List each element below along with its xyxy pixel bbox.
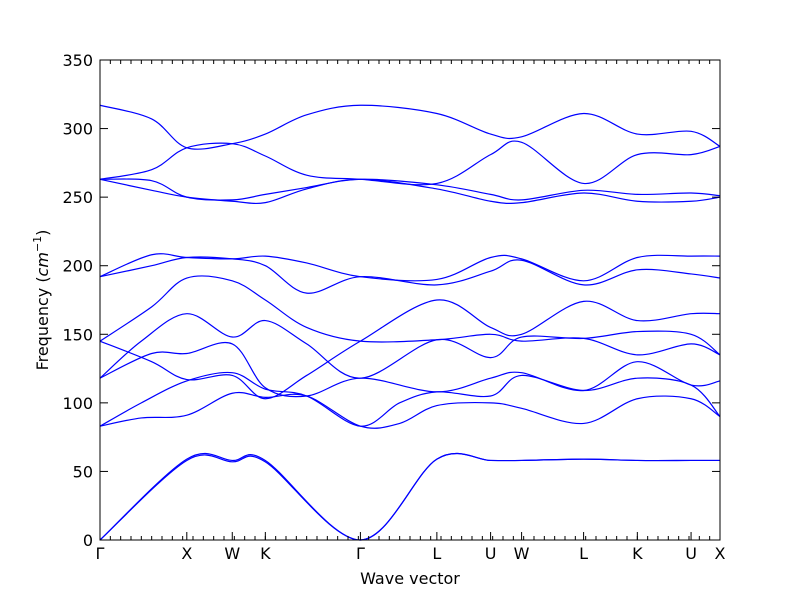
band-line-6 [99, 313, 721, 379]
plot-border [99, 59, 721, 541]
y-axis-label: Frequency (cm−1) [31, 230, 52, 371]
y-tick-label: 350 [62, 51, 93, 70]
band-line-5 [99, 341, 721, 398]
plot-frame [99, 59, 721, 541]
band-line-8 [99, 299, 721, 400]
band-line-9 [99, 256, 721, 294]
band-line-7 [99, 275, 721, 356]
y-tick-label: 250 [62, 188, 93, 207]
x-tick-label: U [485, 544, 497, 563]
x-tick-label: U [685, 544, 697, 563]
x-tick-label: K [632, 544, 643, 563]
y-tick-label: 50 [73, 462, 93, 481]
x-tick-label: L [432, 544, 441, 563]
band-line-4 [99, 371, 721, 427]
x-tick-label: L [579, 544, 588, 563]
y-axis-label-text: Frequency ( [33, 276, 52, 370]
x-tick-label: X [181, 544, 192, 563]
y-tick-label: 150 [62, 325, 93, 344]
x-tick-label: Γ [356, 544, 365, 563]
band-line-12 [99, 178, 721, 201]
y-tick-label: 100 [62, 394, 93, 413]
band-line-1 [99, 453, 720, 541]
y-axis-label-close: ) [33, 230, 52, 236]
x-tick-label: K [260, 544, 271, 563]
y-axis-label-exponent: −1 [31, 236, 44, 252]
x-tick-label: W [514, 544, 530, 563]
x-axis-label: Wave vector [360, 569, 460, 588]
x-tick-label: W [224, 544, 240, 563]
y-tick-label: 0 [83, 531, 93, 550]
svg-text:Frequency (cm−1): Frequency (cm−1) [31, 230, 52, 371]
y-tick-label: 300 [62, 120, 93, 139]
x-tick-label: X [715, 544, 726, 563]
band-line-14 [99, 104, 721, 150]
y-tick-label: 200 [62, 257, 93, 276]
y-axis-label-unit: cm [33, 252, 52, 276]
x-tick-label: Γ [96, 544, 105, 563]
band-line-11 [99, 178, 721, 205]
band-lines [99, 104, 721, 541]
band-line-10 [99, 253, 721, 282]
band-line-13 [99, 140, 721, 186]
band-line-3 [99, 391, 721, 429]
band-line-2 [99, 453, 720, 541]
y-axis-ticks: 0 50 100 150 200 250 300 350 [62, 51, 720, 550]
